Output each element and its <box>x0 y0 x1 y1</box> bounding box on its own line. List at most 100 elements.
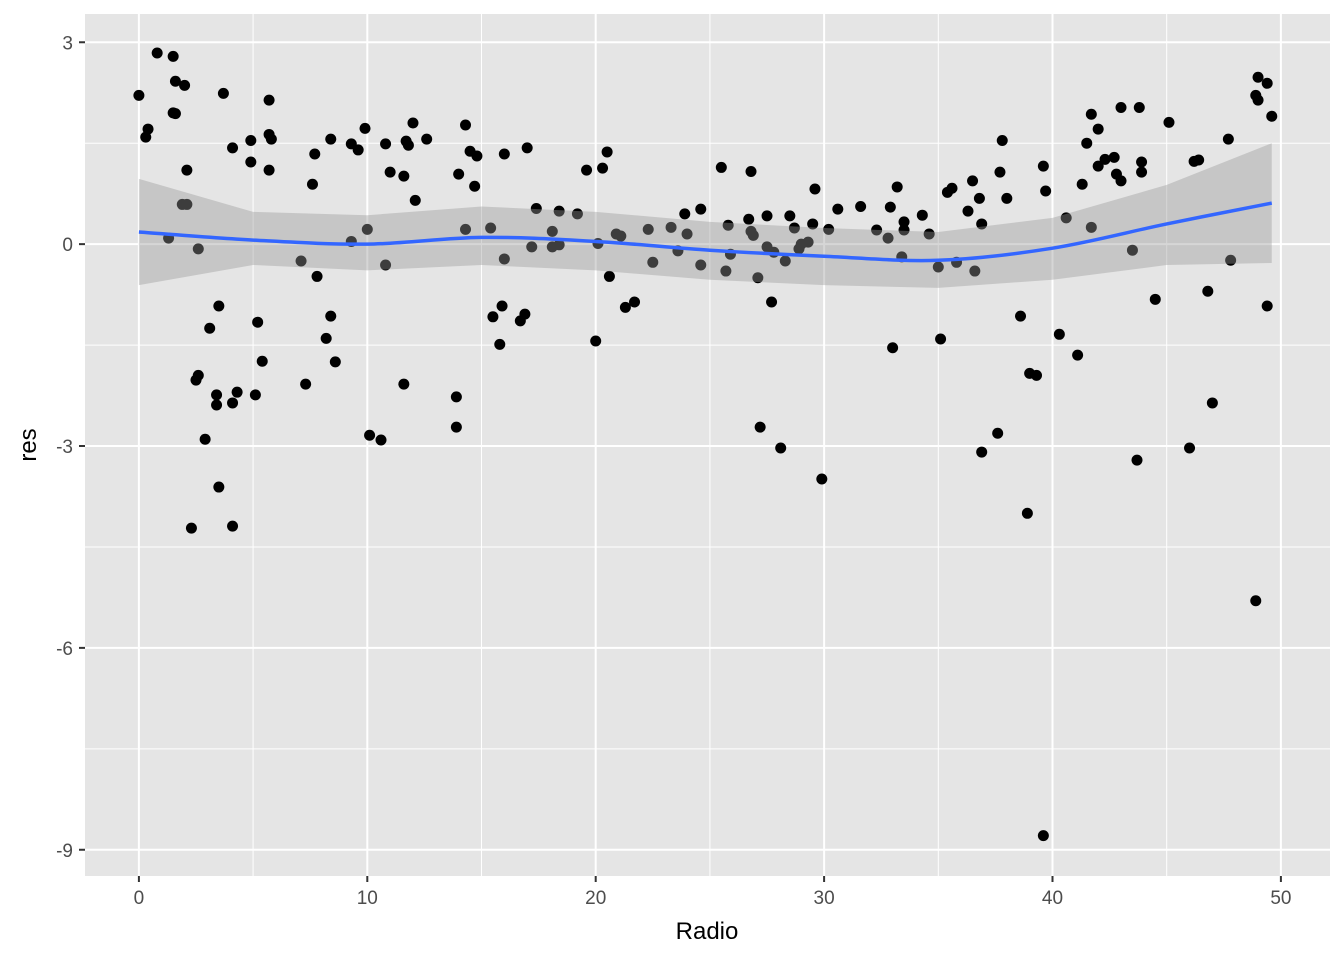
data-point <box>487 311 499 323</box>
data-point <box>898 224 910 236</box>
data-point <box>946 182 958 194</box>
data-point <box>380 259 392 271</box>
data-point <box>745 165 757 177</box>
data-point <box>227 397 239 409</box>
data-point <box>1184 442 1196 454</box>
data-point <box>526 241 538 253</box>
data-point <box>265 133 277 145</box>
data-point <box>871 224 883 236</box>
data-point <box>823 223 835 235</box>
data-point <box>352 144 364 156</box>
data-point <box>1037 830 1049 842</box>
data-point <box>935 333 947 345</box>
data-point <box>743 213 755 225</box>
data-point <box>1031 369 1043 381</box>
data-point <box>802 236 814 248</box>
data-point <box>1021 507 1033 519</box>
data-point <box>496 300 508 312</box>
data-point <box>1115 102 1127 114</box>
data-point <box>460 223 472 235</box>
data-point <box>453 168 465 180</box>
data-point <box>1060 212 1072 224</box>
data-point <box>375 434 387 446</box>
data-point <box>167 50 179 62</box>
data-point <box>1133 102 1145 114</box>
data-point <box>231 386 243 398</box>
data-point <box>521 142 533 154</box>
data-point <box>192 369 204 381</box>
data-point <box>996 135 1008 147</box>
data-point <box>1222 133 1234 145</box>
data-point <box>204 322 216 334</box>
data-point <box>1202 285 1214 297</box>
data-point <box>364 429 376 441</box>
plot-panel <box>85 14 1330 876</box>
data-point <box>747 229 759 241</box>
data-point <box>973 192 985 204</box>
data-point <box>1037 160 1049 172</box>
data-point <box>1085 221 1097 233</box>
y-tick-label: -6 <box>56 639 73 660</box>
data-point <box>752 272 764 284</box>
data-point <box>306 178 318 190</box>
data-point <box>494 338 506 350</box>
data-point <box>450 421 462 433</box>
data-point <box>249 389 261 401</box>
data-point <box>1076 178 1088 190</box>
data-point <box>597 162 609 174</box>
data-point <box>199 433 211 445</box>
data-point <box>766 296 778 308</box>
data-point <box>967 175 979 187</box>
x-tick-label: 10 <box>357 888 378 909</box>
data-point <box>300 378 312 390</box>
data-point <box>361 223 373 235</box>
axes: 0 10 20 30 40 50 -9 -6 -3 0 3 <box>56 33 1291 909</box>
data-point <box>1261 300 1273 312</box>
data-point <box>754 421 766 433</box>
data-point <box>615 230 627 242</box>
data-point <box>211 399 223 411</box>
data-point <box>530 202 542 214</box>
data-point <box>898 216 910 228</box>
data-point <box>761 210 773 222</box>
data-point <box>1115 175 1127 187</box>
x-axis-label: Radio <box>676 918 739 945</box>
data-point <box>1040 185 1052 197</box>
data-point <box>519 308 531 320</box>
data-point <box>263 164 275 176</box>
data-point <box>1072 349 1084 361</box>
data-point <box>1252 71 1264 83</box>
smooth-line <box>138 201 1273 263</box>
data-point <box>932 261 944 273</box>
data-point <box>816 473 828 485</box>
data-point <box>882 232 894 244</box>
confidence-ribbon <box>138 143 1272 288</box>
data-point <box>1225 254 1237 266</box>
data-point <box>407 117 419 129</box>
data-point <box>1136 166 1148 178</box>
data-point <box>1085 108 1097 120</box>
data-point <box>1250 595 1262 607</box>
y-tick-label: -3 <box>56 437 73 458</box>
data-point <box>380 138 392 150</box>
data-point <box>1126 244 1138 256</box>
data-point <box>460 119 472 131</box>
data-point <box>629 296 641 308</box>
data-point <box>469 180 481 192</box>
data-point <box>1108 151 1120 163</box>
data-point <box>320 332 332 344</box>
data-point <box>245 156 257 168</box>
data-point <box>715 161 727 173</box>
data-point <box>217 87 229 99</box>
data-point <box>252 316 264 328</box>
data-point <box>1015 310 1027 322</box>
data-point <box>809 183 821 195</box>
data-point <box>151 47 163 59</box>
data-point <box>409 194 421 206</box>
data-point <box>498 148 510 160</box>
data-point <box>855 200 867 212</box>
data-point <box>923 228 935 240</box>
points <box>133 47 1278 842</box>
y-axis-label: res <box>15 428 42 461</box>
data-point <box>181 198 193 210</box>
